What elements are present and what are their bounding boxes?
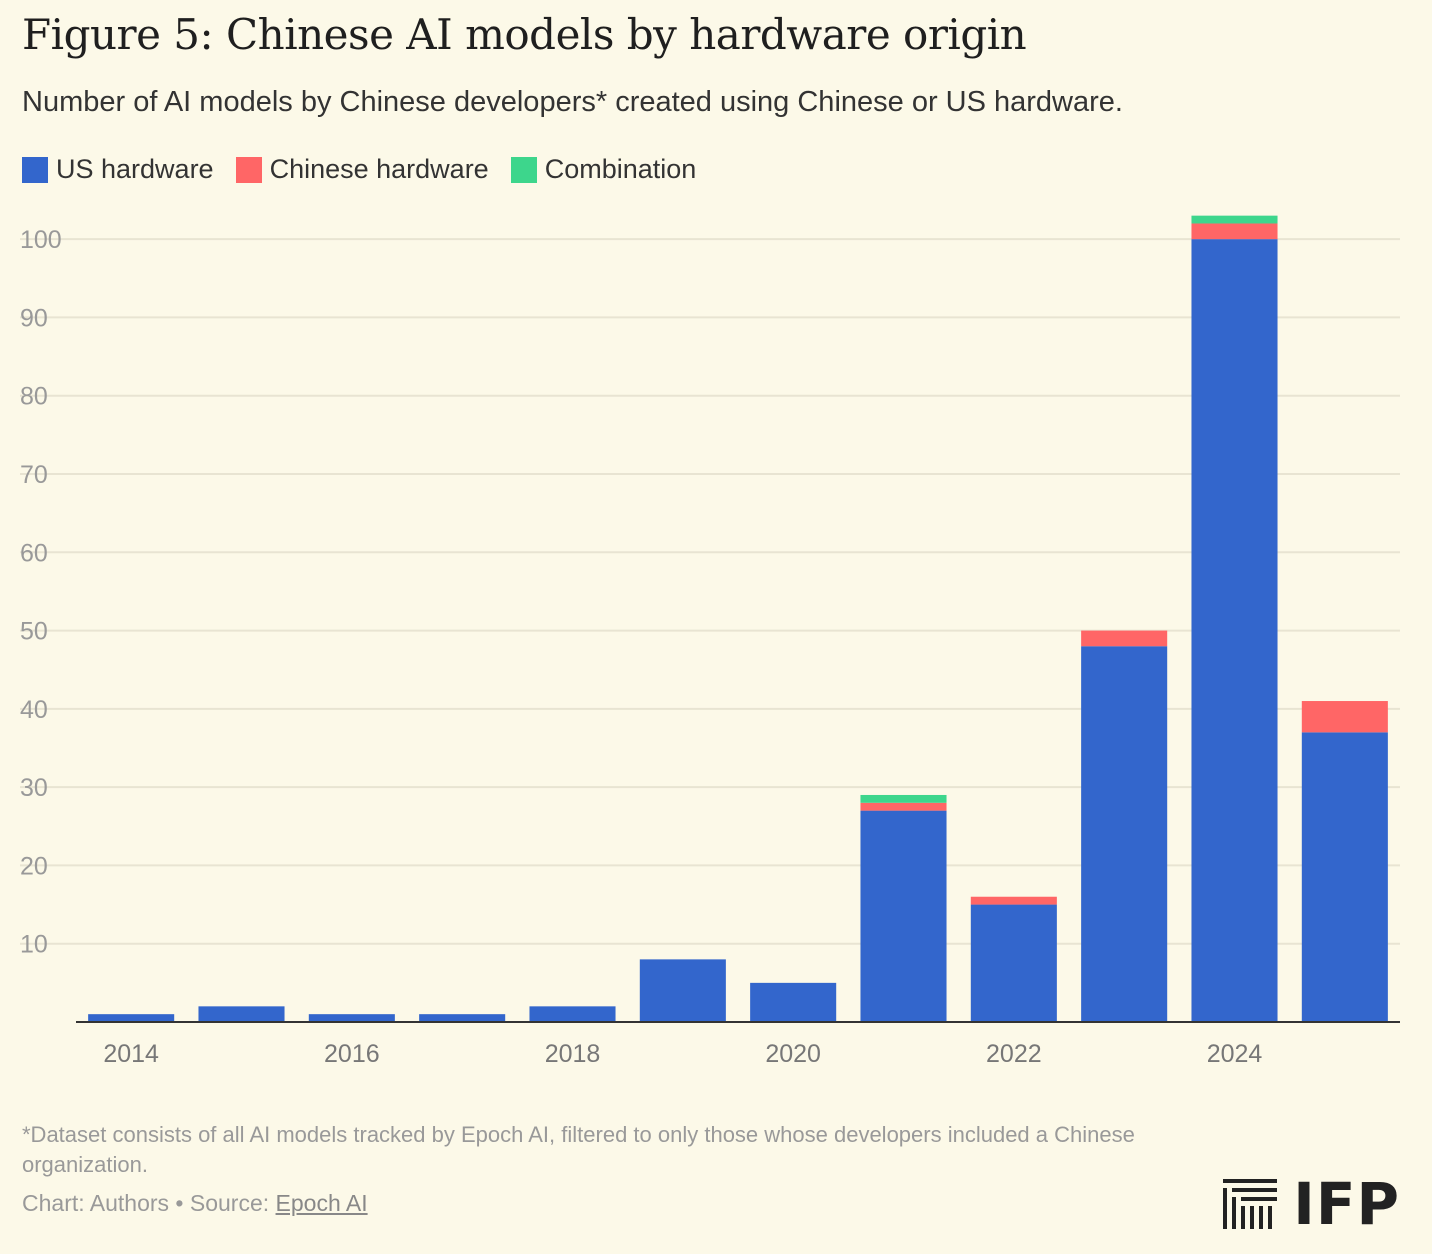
bar-chinese-2022: [970, 896, 1057, 905]
bar-us-2023: [1081, 646, 1168, 1022]
credit-line: Chart: Authors • Source: Epoch AI: [22, 1190, 368, 1217]
ifp-logo-text: IFP: [1293, 1170, 1400, 1238]
x-tick-label: 2018: [545, 1040, 601, 1068]
bar-us-2022: [970, 904, 1057, 1022]
source-link[interactable]: Epoch AI: [275, 1190, 368, 1216]
y-tick-label: 60: [20, 539, 48, 567]
bar-chart: 10 20 30 40 50 60 70 80 90 100 2014 2016 2018 2020 202…: [20, 215, 1400, 1068]
bar-us-2024: [1191, 239, 1278, 1023]
bar-us-2020: [750, 982, 837, 1022]
legend-swatch-us: [22, 156, 48, 183]
legend-item-combination: Combination: [510, 154, 697, 185]
y-tick-label: 100: [20, 226, 62, 254]
legend: US hardware Chinese hardware Combination: [22, 154, 696, 185]
bar-us-2018: [529, 1006, 616, 1022]
bar-chinese-2025: [1301, 701, 1388, 733]
credit-source-label: Source:: [189, 1190, 276, 1216]
y-tick-label: 20: [20, 852, 48, 880]
credit-separator: •: [169, 1190, 190, 1216]
bar-us-2019: [639, 959, 726, 1022]
y-tick-label: 40: [20, 696, 48, 724]
legend-label-us: US hardware: [56, 154, 214, 184]
ifp-logo: IFP: [1223, 1170, 1400, 1238]
bar-chinese-2021: [860, 802, 947, 811]
bar-chinese-2023: [1081, 630, 1168, 647]
y-tick-label: 80: [20, 383, 48, 411]
x-tick-label: 2024: [1207, 1040, 1263, 1068]
x-tick-label: 2022: [986, 1040, 1042, 1068]
chart-title: Figure 5: Chinese AI models by hardware …: [22, 10, 1027, 59]
bar-us-2014: [88, 1014, 175, 1022]
ifp-logo-icon: [1223, 1179, 1278, 1229]
legend-label-chinese: Chinese hardware: [269, 154, 489, 184]
y-tick-label: 90: [20, 304, 48, 332]
legend-item-us: US hardware: [22, 154, 214, 185]
y-tick-label: 50: [20, 618, 48, 646]
credit-chart: Chart: Authors: [22, 1190, 170, 1216]
y-tick-label: 30: [20, 774, 48, 802]
legend-label-combination: Combination: [544, 154, 697, 184]
y-tick-label: 70: [20, 461, 48, 489]
bar-us-2021: [860, 810, 947, 1022]
bar-us-2015: [198, 1006, 285, 1022]
x-tick-label: 2016: [324, 1040, 380, 1068]
legend-item-chinese: Chinese hardware: [235, 154, 489, 185]
bar-us-2016: [308, 1014, 395, 1022]
x-tick-label: 2020: [765, 1040, 821, 1068]
x-tick-label: 2014: [103, 1040, 159, 1068]
y-tick-label: 10: [20, 931, 48, 959]
bar-us-2025: [1301, 732, 1388, 1022]
legend-swatch-combination: [510, 156, 537, 183]
bar-us-2017: [419, 1014, 506, 1022]
legend-swatch-chinese: [235, 156, 262, 183]
footnote: *Dataset consists of all AI models track…: [22, 1122, 1135, 1177]
bar-chinese-2024: [1191, 223, 1278, 240]
chart-subtitle: Number of AI models by Chinese developer…: [22, 86, 1123, 118]
bar-combination-2021: [860, 794, 947, 803]
bar-combination-2024: [1191, 215, 1278, 224]
